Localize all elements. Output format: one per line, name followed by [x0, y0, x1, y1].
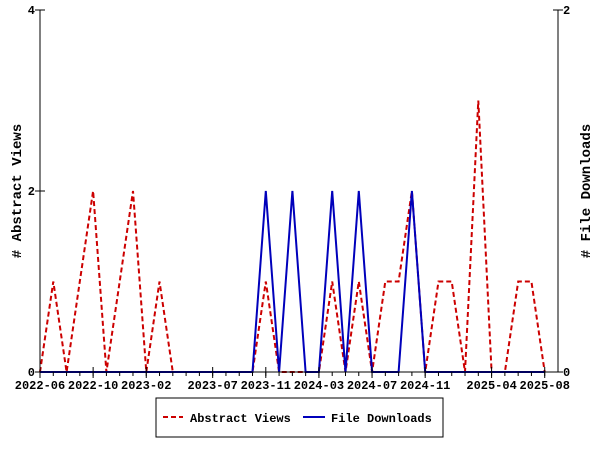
x-tick-label: 2023-02 — [121, 379, 171, 393]
series-line-abstract-views — [39, 100, 546, 373]
legend-label-file-downloads: File Downloads — [331, 412, 432, 426]
x-tick-label: 2023-11 — [241, 379, 291, 393]
y2-tick-label: 2 — [563, 4, 570, 18]
y-axis-right-label: # File Downloads — [579, 124, 595, 258]
y-tick-label: 4 — [28, 4, 35, 18]
y2-tick-label: 0 — [563, 366, 570, 380]
legend-label-abstract-views: Abstract Views — [190, 412, 291, 426]
x-tick-label: 2025-04 — [466, 379, 516, 393]
x-tick-label: 2025-08 — [520, 379, 570, 393]
legend-box — [155, 397, 444, 438]
x-tick-label: 2024-07 — [347, 379, 397, 393]
y-tick-label: 2 — [28, 185, 35, 199]
x-tick-label: 2024-03 — [294, 379, 344, 393]
x-tick-label: 2022-10 — [68, 379, 118, 393]
legend: Abstract Views File Downloads — [155, 397, 444, 438]
x-tick-label: 2024-11 — [400, 379, 450, 393]
x-tick-label: 2023-07 — [187, 379, 237, 393]
x-tick-label: 2022-06 — [15, 379, 65, 393]
y-axis-left-label: # Abstract Views — [10, 124, 26, 258]
y-tick-label: 0 — [28, 366, 35, 380]
